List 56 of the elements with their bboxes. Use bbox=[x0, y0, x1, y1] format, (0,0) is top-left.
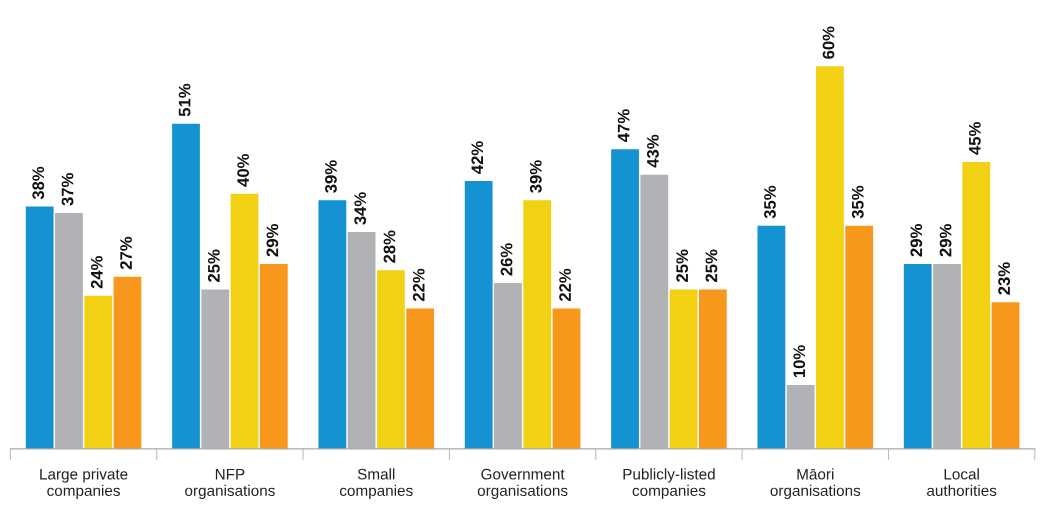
data-label: 25% bbox=[676, 249, 689, 282]
bar bbox=[318, 200, 347, 449]
data-label: 10% bbox=[793, 345, 806, 378]
data-label: 29% bbox=[910, 224, 923, 257]
data-label: 39% bbox=[325, 160, 337, 193]
data-label: 34% bbox=[354, 192, 367, 225]
bar bbox=[903, 263, 932, 449]
bar bbox=[230, 193, 259, 449]
data-label: 60% bbox=[822, 26, 835, 59]
data-label: 22% bbox=[412, 268, 425, 302]
x-tick-label: Publicly-listed companies bbox=[623, 468, 715, 500]
bar bbox=[376, 270, 405, 449]
data-label: 24% bbox=[90, 256, 103, 289]
x-tick-label: NFP organisations bbox=[185, 468, 275, 500]
x-tick-label: Local authorities bbox=[927, 468, 997, 496]
data-label: 22% bbox=[559, 268, 571, 302]
data-label: 29% bbox=[266, 224, 279, 257]
bar bbox=[259, 263, 288, 449]
data-label: 51% bbox=[178, 83, 191, 117]
data-label: 37% bbox=[61, 173, 74, 206]
bar bbox=[991, 302, 1020, 449]
data-label: 35% bbox=[851, 185, 864, 219]
bar bbox=[962, 161, 991, 449]
data-label: 25% bbox=[207, 249, 220, 282]
data-label: 43% bbox=[646, 134, 659, 168]
data-label: 23% bbox=[998, 262, 1011, 295]
bar bbox=[757, 225, 786, 449]
bar bbox=[464, 181, 493, 449]
bar bbox=[669, 289, 698, 449]
bar bbox=[552, 308, 581, 449]
bar bbox=[611, 149, 639, 449]
x-tick-label: Government organisations bbox=[477, 468, 568, 500]
data-label: 26% bbox=[500, 243, 513, 276]
bar bbox=[523, 200, 552, 449]
bar bbox=[816, 66, 844, 449]
data-label: 25% bbox=[705, 249, 718, 282]
data-label: 45% bbox=[968, 122, 981, 155]
data-label: 42% bbox=[471, 141, 484, 174]
bar bbox=[25, 206, 54, 449]
data-label: 38% bbox=[32, 166, 45, 200]
data-label: 35% bbox=[764, 185, 776, 219]
x-tick-label: Large private companies bbox=[40, 468, 128, 500]
bar bbox=[84, 295, 113, 449]
data-label: 28% bbox=[383, 230, 396, 263]
data-label: 39% bbox=[529, 160, 542, 193]
bar bbox=[172, 123, 200, 449]
bar bbox=[845, 225, 874, 449]
bar bbox=[698, 289, 727, 449]
x-tick-label: Small companies bbox=[339, 468, 413, 500]
data-label: 29% bbox=[939, 224, 952, 257]
data-label: 27% bbox=[120, 236, 132, 270]
data-label: 47% bbox=[617, 109, 630, 143]
x-tick-label: Māori organisations bbox=[770, 468, 861, 500]
data-label: 40% bbox=[237, 153, 250, 187]
bar bbox=[406, 308, 435, 449]
bar bbox=[113, 276, 142, 449]
